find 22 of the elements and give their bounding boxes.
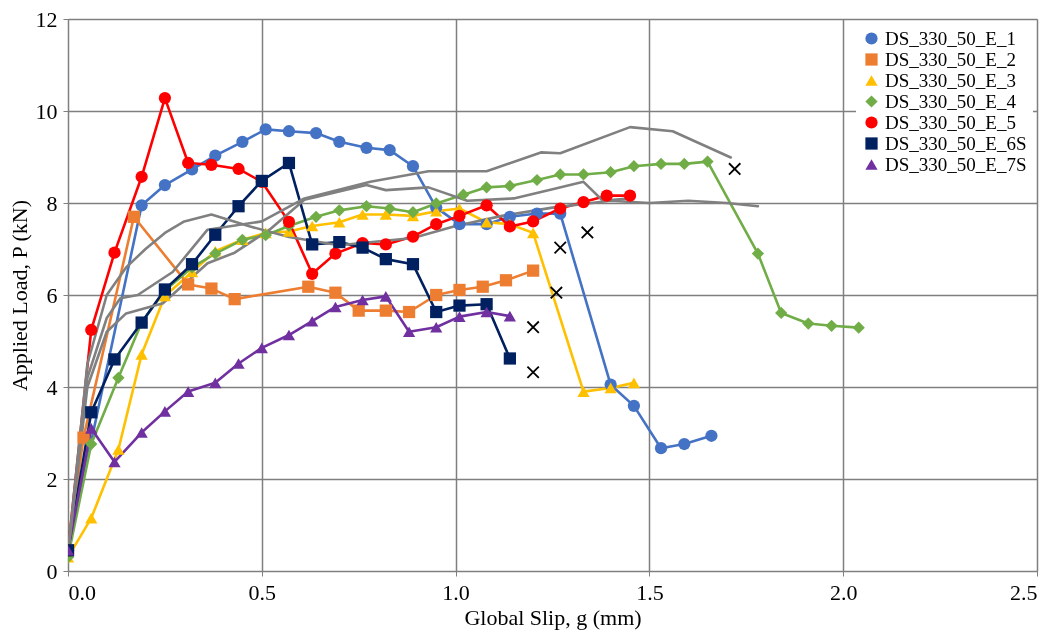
y-tick-label: 2 xyxy=(46,466,58,492)
x-tick-label: 1.0 xyxy=(442,579,470,605)
legend-label: DS_330_50_E_3 xyxy=(885,69,1016,91)
y-tick-label: 0 xyxy=(46,558,58,584)
legend-label: DS_330_50_E_1 xyxy=(885,27,1016,49)
x-axis-title: Global Slip, g (mm) xyxy=(464,604,642,630)
y-tick-label: 4 xyxy=(46,374,58,400)
y-tick-label: 10 xyxy=(35,98,58,124)
x-tick-label: 0.5 xyxy=(248,579,277,605)
legend-label: DS_330_50_E_6S xyxy=(885,132,1027,154)
legend-label: DS_330_50_E_7S xyxy=(885,153,1027,175)
x-tick-label: 2.5 xyxy=(1010,579,1038,605)
y-axis-title: Applied Load, P (kN) xyxy=(6,199,32,392)
x-tick-label: 2.0 xyxy=(829,579,858,605)
legend-label: DS_330_50_E_2 xyxy=(885,48,1016,70)
y-tick-label: 6 xyxy=(46,282,58,308)
x-tick-label: 0.0 xyxy=(68,579,96,605)
y-tick-label: 8 xyxy=(46,190,58,216)
x-tick-label: 1.5 xyxy=(636,579,664,605)
legend-label: DS_330_50_E_5 xyxy=(885,111,1016,133)
legend-label: DS_330_50_E_4 xyxy=(885,90,1017,112)
y-tick-label: 12 xyxy=(35,6,58,32)
